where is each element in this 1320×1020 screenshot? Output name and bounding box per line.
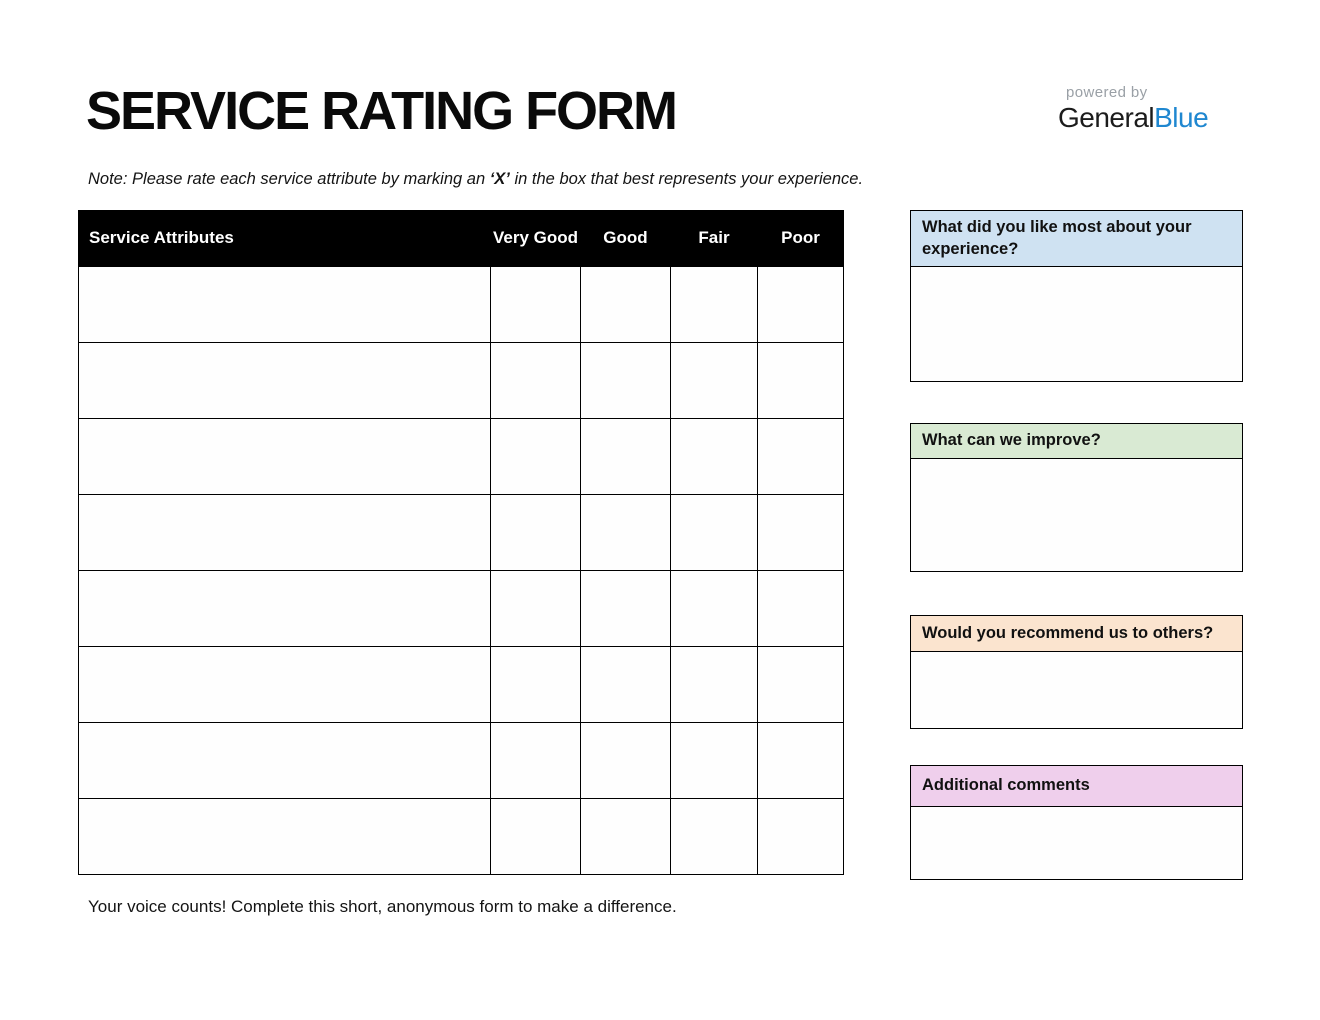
rating-cell[interactable] bbox=[580, 418, 671, 495]
panel-like-most-input-area[interactable] bbox=[911, 267, 1242, 381]
table-row bbox=[78, 646, 844, 723]
rating-cell[interactable] bbox=[757, 266, 844, 343]
rating-cell[interactable] bbox=[490, 646, 581, 723]
rating-cell[interactable] bbox=[580, 342, 671, 419]
table-header-row: Service Attributes Very Good Good Fair P… bbox=[78, 210, 844, 267]
col-header-good: Good bbox=[580, 210, 671, 267]
rating-table: Service Attributes Very Good Good Fair P… bbox=[78, 210, 844, 875]
rating-cell[interactable] bbox=[580, 646, 671, 723]
attribute-cell[interactable] bbox=[78, 722, 491, 799]
note-prefix: Note: Please rate each service attribute… bbox=[88, 170, 490, 188]
panel-additional-comments-input-area[interactable] bbox=[911, 807, 1242, 879]
table-row bbox=[78, 570, 844, 647]
generalblue-logo: powered by GeneralBlue bbox=[1058, 84, 1228, 134]
table-row bbox=[78, 494, 844, 571]
rating-cell[interactable] bbox=[580, 570, 671, 647]
rating-cell[interactable] bbox=[670, 646, 758, 723]
rating-cell[interactable] bbox=[757, 798, 844, 875]
rating-cell[interactable] bbox=[757, 722, 844, 799]
rating-cell[interactable] bbox=[757, 570, 844, 647]
rating-cell[interactable] bbox=[670, 342, 758, 419]
rating-cell[interactable] bbox=[757, 646, 844, 723]
table-row bbox=[78, 418, 844, 495]
rating-cell[interactable] bbox=[490, 266, 581, 343]
note-suffix: in the box that best represents your exp… bbox=[509, 170, 864, 188]
col-header-very-good: Very Good bbox=[490, 210, 581, 267]
rating-cell[interactable] bbox=[490, 798, 581, 875]
panel-additional-comments: Additional comments bbox=[910, 765, 1243, 880]
panel-improve: What can we improve? bbox=[910, 423, 1243, 572]
panel-improve-input-area[interactable] bbox=[911, 459, 1242, 571]
rating-cell[interactable] bbox=[670, 570, 758, 647]
table-row bbox=[78, 798, 844, 875]
table-row bbox=[78, 266, 844, 343]
panel-like-most-header: What did you like most about your experi… bbox=[911, 211, 1242, 267]
rating-cell[interactable] bbox=[490, 418, 581, 495]
footer-note: Your voice counts! Complete this short, … bbox=[88, 897, 677, 916]
panel-recommend: Would you recommend us to others? bbox=[910, 615, 1243, 729]
rating-cell[interactable] bbox=[490, 342, 581, 419]
powered-by-label: powered by bbox=[1066, 84, 1148, 101]
panel-recommend-input-area[interactable] bbox=[911, 652, 1242, 728]
col-header-poor: Poor bbox=[757, 210, 844, 267]
col-header-service-attributes: Service Attributes bbox=[78, 210, 491, 267]
rating-cell[interactable] bbox=[490, 494, 581, 571]
attribute-cell[interactable] bbox=[78, 418, 491, 495]
rating-table-body bbox=[78, 266, 844, 875]
table-row bbox=[78, 722, 844, 799]
rating-cell[interactable] bbox=[670, 494, 758, 571]
rating-cell[interactable] bbox=[490, 722, 581, 799]
attribute-cell[interactable] bbox=[78, 570, 491, 647]
instruction-note: Note: Please rate each service attribute… bbox=[88, 170, 863, 189]
rating-cell[interactable] bbox=[580, 798, 671, 875]
attribute-cell[interactable] bbox=[78, 646, 491, 723]
brand-blue: Blue bbox=[1154, 102, 1209, 133]
rating-cell[interactable] bbox=[670, 798, 758, 875]
rating-cell[interactable] bbox=[670, 418, 758, 495]
col-header-fair: Fair bbox=[670, 210, 758, 267]
page-title: SERVICE RATING FORM bbox=[86, 81, 678, 141]
panel-like-most: What did you like most about your experi… bbox=[910, 210, 1243, 382]
attribute-cell[interactable] bbox=[78, 798, 491, 875]
rating-cell[interactable] bbox=[580, 266, 671, 343]
brand-wordmark: GeneralBlue bbox=[1058, 102, 1228, 134]
attribute-cell[interactable] bbox=[78, 266, 491, 343]
brand-general: General bbox=[1058, 102, 1155, 133]
table-row bbox=[78, 342, 844, 419]
rating-cell[interactable] bbox=[757, 418, 844, 495]
panel-recommend-header: Would you recommend us to others? bbox=[911, 616, 1242, 652]
attribute-cell[interactable] bbox=[78, 494, 491, 571]
attribute-cell[interactable] bbox=[78, 342, 491, 419]
rating-cell[interactable] bbox=[757, 342, 844, 419]
rating-cell[interactable] bbox=[670, 722, 758, 799]
rating-cell[interactable] bbox=[580, 494, 671, 571]
panel-improve-header: What can we improve? bbox=[911, 424, 1242, 459]
rating-cell[interactable] bbox=[580, 722, 671, 799]
note-marker: ‘X’ bbox=[489, 170, 510, 188]
rating-cell[interactable] bbox=[490, 570, 581, 647]
panel-additional-comments-header: Additional comments bbox=[911, 766, 1242, 807]
rating-cell[interactable] bbox=[670, 266, 758, 343]
rating-cell[interactable] bbox=[757, 494, 844, 571]
